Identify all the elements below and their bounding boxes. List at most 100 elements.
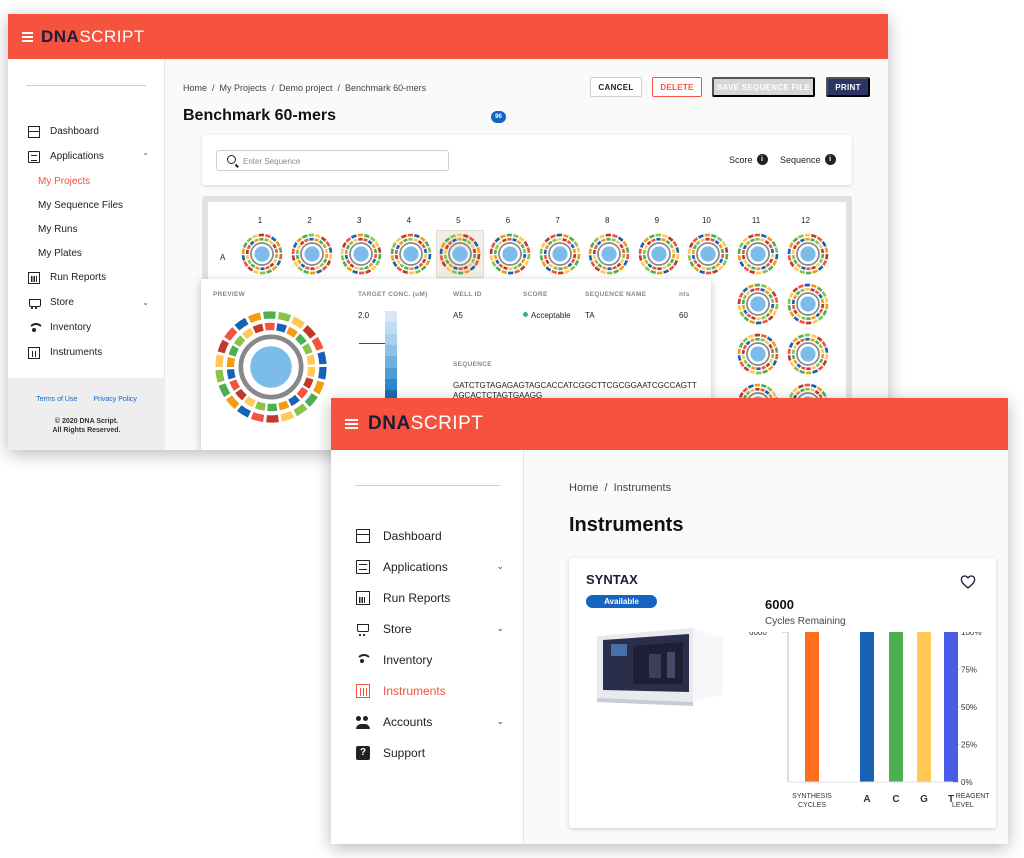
chevron-down-icon[interactable]: ⌄ (496, 561, 504, 571)
breadcrumb[interactable]: Home / Instruments (569, 482, 672, 494)
well-ring-segment (302, 324, 317, 339)
cycles-remaining-label: Cycles Remaining (765, 616, 846, 627)
well-ring-segment (295, 249, 299, 255)
well-ring-segment (743, 309, 748, 315)
plate-well[interactable] (786, 232, 830, 276)
chevron-down-icon[interactable]: ⌄ (496, 623, 504, 633)
hamburger-menu-icon[interactable] (22, 31, 33, 42)
instrument-card[interactable]: SYNTAX Available 6000 Cycles Remaining 6… (569, 558, 996, 828)
well-ring-segment (814, 390, 820, 395)
well-ring-segment (816, 386, 823, 392)
logo[interactable]: DNASCRIPT (41, 26, 145, 46)
dashboard-icon (356, 528, 370, 543)
breadcrumb[interactable]: Home / My Projects / Demo project / Benc… (183, 83, 427, 93)
print-button[interactable]: PRINT (826, 77, 870, 97)
well-ring-segment (721, 248, 725, 254)
sequence-search-input[interactable] (243, 154, 443, 168)
well-ring-segment (313, 380, 325, 395)
logo[interactable]: DNASCRIPT (368, 413, 484, 434)
well-ring-segment (342, 242, 347, 248)
well-ring-segment (477, 253, 481, 260)
plate-well[interactable] (786, 332, 830, 376)
well-ring-segment (328, 253, 332, 260)
nts-value: 60 (679, 311, 688, 320)
cancel-button[interactable]: CANCEL (590, 77, 642, 97)
well-ring-segment (271, 265, 278, 271)
sidebar-nav: Dashboard Applications ⌃ My Projects My S… (8, 119, 165, 365)
sequence-toggle[interactable]: Sequence i (780, 154, 836, 165)
plate-well[interactable] (736, 282, 780, 326)
info-icon[interactable]: i (824, 154, 836, 165)
well-ring-segment (717, 236, 724, 242)
sidebar-subitem-my-plates[interactable]: My Plates (38, 247, 82, 259)
well-ring-segment (797, 384, 804, 389)
plate-well[interactable] (339, 232, 383, 276)
plate-well[interactable] (389, 232, 433, 276)
well-ring-segment (251, 234, 258, 239)
sidebar-subitem-my-runs[interactable]: My Runs (38, 223, 78, 235)
well-ring-segment (640, 261, 646, 268)
sidebar-item-applications[interactable]: Applications ⌄ (331, 551, 524, 582)
sidebar-item-support[interactable]: ? Support (331, 737, 524, 768)
plate-well[interactable] (686, 232, 730, 276)
heart-outline-icon[interactable] (960, 574, 976, 590)
well-ring-segment (513, 265, 519, 270)
well-ring-segment (820, 253, 824, 259)
chevron-down-icon[interactable]: ⌄ (142, 298, 149, 307)
sidebar-item-inventory[interactable]: Inventory (331, 644, 524, 675)
sidebar-item-store[interactable]: Store ⌄ (8, 290, 165, 315)
well-ring-segment (766, 286, 773, 292)
delete-button[interactable]: DELETE (652, 77, 702, 97)
well-ring-segment (250, 412, 265, 423)
plate-well[interactable] (637, 232, 681, 276)
sidebar-item-run-reports[interactable]: Run Reports (8, 265, 165, 290)
sidebar-item-dashboard[interactable]: Dashboard (8, 119, 165, 144)
sidebar-item-instruments[interactable]: Instruments (8, 340, 165, 365)
well-ring-segment (788, 392, 794, 398)
sidebar-item-accounts[interactable]: Accounts ⌄ (331, 706, 524, 737)
sidebar-subitem-my-projects[interactable]: My Projects (38, 175, 91, 187)
plate-well[interactable] (736, 232, 780, 276)
well-ring-segment (278, 253, 283, 260)
well-ring-segment (739, 361, 745, 368)
sidebar-item-store[interactable]: Store ⌄ (331, 613, 524, 644)
well-ring-segment (818, 358, 823, 364)
plate-well[interactable] (240, 232, 284, 276)
well-ring-segment (774, 353, 779, 360)
well-ring-segment (749, 288, 755, 293)
sidebar-item-applications[interactable]: Applications ⌃ (8, 144, 165, 169)
plate-well[interactable] (786, 282, 830, 326)
privacy-policy-link[interactable]: Privacy Policy (93, 396, 137, 403)
well-ring-segment (275, 240, 281, 247)
plate-well[interactable] (538, 232, 582, 276)
save-sequence-file-button[interactable]: SAVE SEQUENCE FILE (712, 77, 815, 97)
plate-well[interactable] (736, 332, 780, 376)
well-ring-segment (810, 315, 816, 320)
score-toggle[interactable]: Score i (729, 154, 768, 165)
terms-of-use-link[interactable]: Terms of Use (36, 396, 78, 403)
well-ring-segment (761, 365, 767, 370)
well-ring-segment (625, 247, 630, 253)
well-grey-ring (646, 242, 671, 266)
well-ring-segment (789, 361, 795, 368)
sidebar-item-dashboard[interactable]: Dashboard (331, 520, 524, 551)
info-icon[interactable]: i (756, 154, 768, 165)
well-ring-segment (588, 248, 593, 255)
hamburger-menu-icon[interactable] (345, 419, 358, 429)
sidebar-item-inventory[interactable]: Inventory (8, 315, 165, 340)
well-ring-segment (814, 340, 820, 345)
sidebar-item-instruments[interactable]: Instruments (331, 675, 524, 706)
well-grey-ring (597, 242, 622, 266)
search-box[interactable] (216, 150, 449, 171)
well-ring-segment (824, 347, 828, 353)
sidebar-item-run-reports[interactable]: Run Reports (331, 582, 524, 613)
well-ring-segment (811, 319, 818, 324)
plate-well[interactable] (488, 232, 532, 276)
chevron-down-icon[interactable]: ⌄ (496, 716, 504, 726)
plate-well[interactable] (587, 232, 631, 276)
well-ring-segment (761, 383, 767, 389)
plate-well[interactable] (290, 232, 334, 276)
sidebar-subitem-my-sequence-files[interactable]: My Sequence Files (38, 199, 124, 211)
plate-well[interactable] (438, 232, 482, 276)
chevron-up-icon[interactable]: ⌃ (142, 152, 149, 161)
